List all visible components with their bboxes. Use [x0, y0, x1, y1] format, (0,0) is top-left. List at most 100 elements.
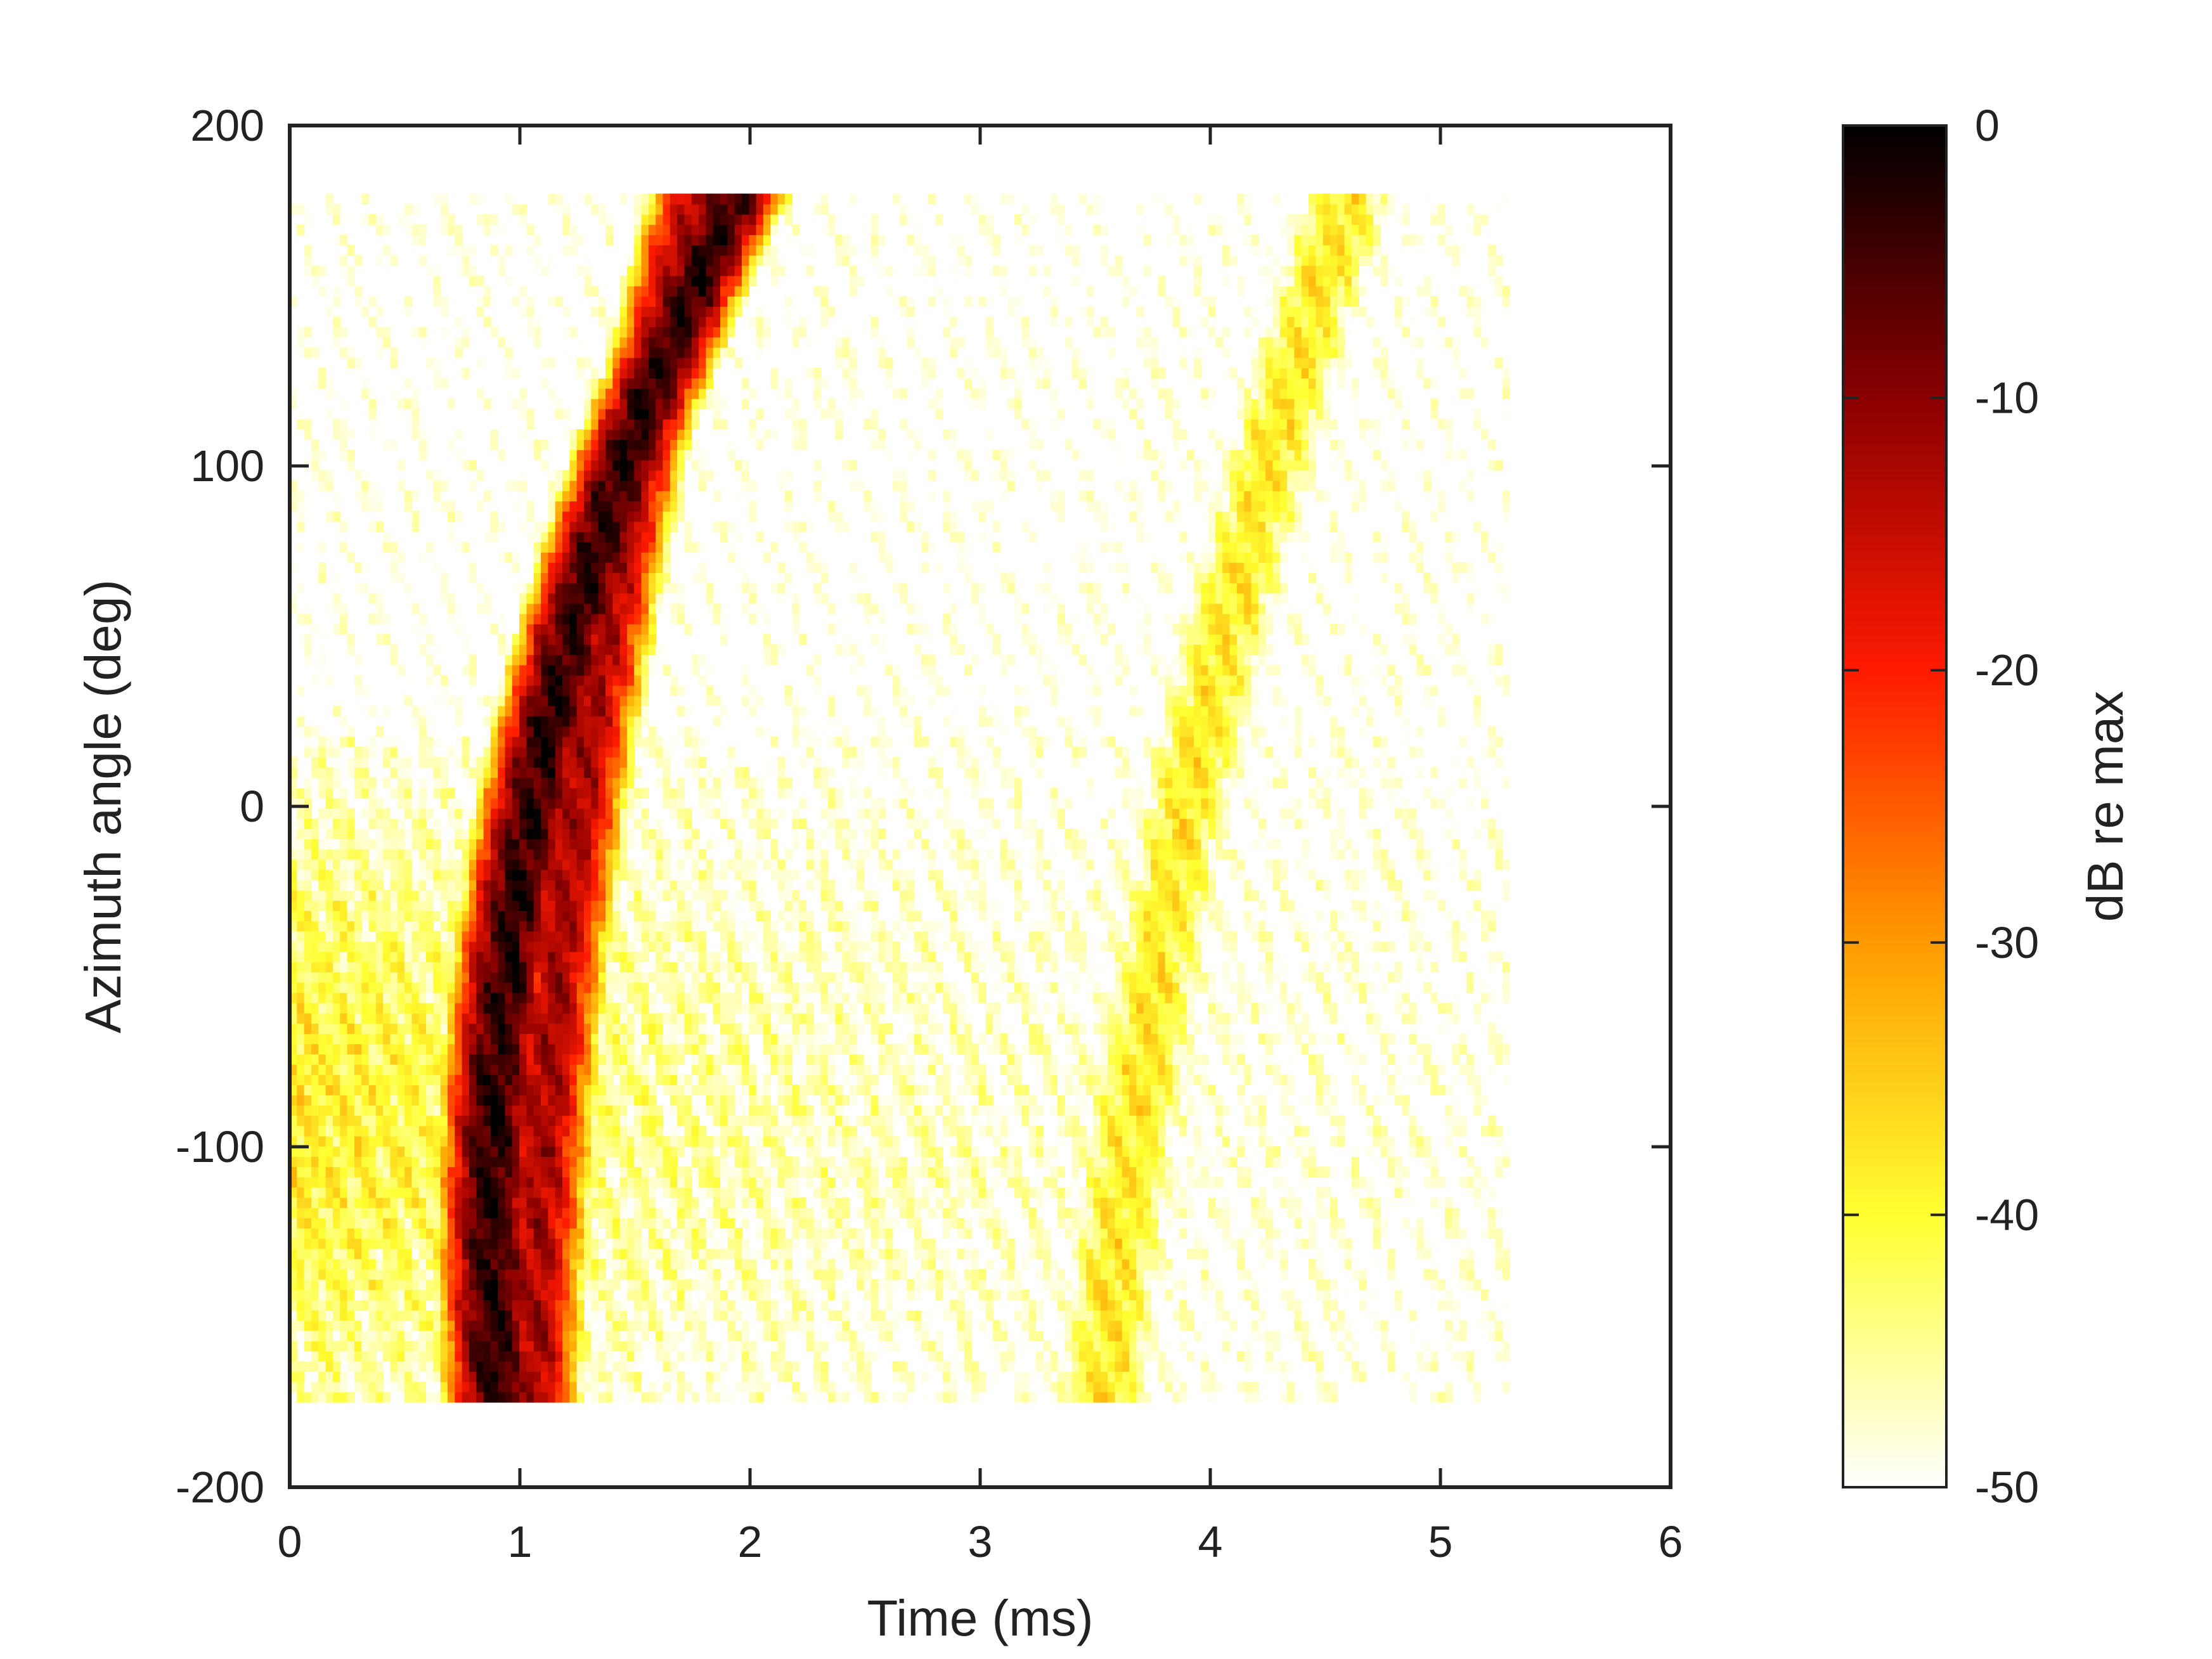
- heatmap-cell: [1064, 1340, 1073, 1352]
- heatmap-cell: [562, 1054, 571, 1065]
- heatmap-cell: [857, 1135, 865, 1147]
- heatmap-cell: [505, 1187, 513, 1198]
- heatmap-cell: [1193, 1228, 1201, 1239]
- heatmap-cell: [1115, 1361, 1123, 1372]
- heatmap-cell: [857, 1310, 865, 1321]
- heatmap-cell: [1502, 1340, 1510, 1352]
- heatmap-cell: [548, 992, 556, 1004]
- heatmap-cell: [870, 1166, 879, 1178]
- heatmap-cell: [849, 1095, 857, 1106]
- heatmap-cell: [605, 1391, 614, 1403]
- heatmap-cell: [1143, 1279, 1151, 1290]
- heatmap-cell: [612, 1248, 621, 1260]
- heatmap-cell: [354, 1166, 362, 1178]
- heatmap-cell: [1351, 1054, 1359, 1065]
- heatmap-cell: [770, 982, 779, 993]
- heatmap-cell: [598, 1177, 606, 1188]
- heatmap-cell: [1143, 1002, 1151, 1014]
- heatmap-cell: [985, 1197, 993, 1208]
- heatmap-cell: [870, 1289, 879, 1300]
- heatmap-cell: [806, 1084, 814, 1095]
- heatmap-cell: [1151, 1135, 1159, 1147]
- heatmap-cell: [555, 1146, 563, 1157]
- heatmap-cell: [569, 1258, 578, 1270]
- heatmap-cell: [1316, 1391, 1324, 1403]
- heatmap-cell: [1100, 1177, 1108, 1188]
- heatmap-cell: [1129, 1268, 1137, 1280]
- heatmap-cell: [641, 1279, 649, 1290]
- heatmap-cell: [857, 1361, 865, 1372]
- heatmap-cell: [892, 1002, 900, 1014]
- heatmap-cell: [1108, 1074, 1116, 1085]
- heatmap-cell: [663, 1074, 671, 1085]
- heatmap-cell: [368, 1084, 377, 1095]
- heatmap-cell: [669, 1268, 678, 1280]
- heatmap-cell: [784, 1054, 792, 1065]
- heatmap-cell: [691, 1218, 699, 1229]
- heatmap-cell: [318, 1320, 327, 1331]
- heatmap-cell: [1323, 1320, 1331, 1331]
- heatmap-cell: [942, 1371, 950, 1383]
- heatmap-cell: [1129, 1207, 1137, 1218]
- heatmap-cell: [1495, 1351, 1503, 1362]
- heatmap-cell: [1452, 1310, 1460, 1321]
- heatmap-cell: [1394, 1166, 1402, 1178]
- heatmap-cell: [576, 1033, 585, 1045]
- heatmap-cell: [469, 1258, 477, 1270]
- heatmap-cell: [756, 992, 764, 1004]
- heatmap-cell: [562, 1023, 571, 1034]
- heatmap-cell: [806, 1054, 814, 1065]
- heatmap-cell: [462, 1340, 470, 1352]
- heatmap-cell: [375, 982, 384, 993]
- heatmap-cell: [297, 1146, 305, 1157]
- heatmap-cell: [870, 1238, 879, 1249]
- heatmap-cell: [505, 1300, 513, 1311]
- heatmap-cell: [964, 1177, 972, 1188]
- heatmap-cell: [699, 1146, 707, 1157]
- heatmap-cell: [1071, 1268, 1080, 1280]
- heatmap-cell: [533, 1207, 541, 1218]
- heatmap-cell: [490, 1074, 498, 1085]
- heatmap-cell: [318, 1381, 327, 1393]
- heatmap-cell: [526, 1002, 534, 1014]
- heatmap-cell: [1258, 1218, 1266, 1229]
- heatmap-cell: [576, 1187, 585, 1198]
- heatmap-cell: [1158, 1115, 1166, 1126]
- heatmap-cell: [1043, 1033, 1051, 1045]
- heatmap-cell: [1179, 1084, 1187, 1095]
- heatmap-cell: [1229, 1012, 1238, 1024]
- heatmap-cell: [455, 992, 463, 1004]
- heatmap-cell: [619, 1166, 628, 1178]
- heatmap-cell: [397, 992, 405, 1004]
- heatmap-cell: [533, 1177, 541, 1188]
- heatmap-cell: [749, 1074, 757, 1085]
- heatmap-cell: [935, 1258, 943, 1270]
- heatmap-cell: [1258, 1187, 1266, 1198]
- heatmap-cell: [1064, 1310, 1073, 1321]
- heatmap-cell: [440, 992, 448, 1004]
- heatmap-cell: [1236, 1258, 1245, 1270]
- heatmap-cell: [1078, 1146, 1087, 1157]
- heatmap-cell: [1122, 1207, 1130, 1218]
- heatmap-cell: [1100, 992, 1108, 1004]
- heatmap-cell: [448, 1166, 456, 1178]
- heatmap-cell: [526, 1125, 534, 1137]
- heatmap-cell: [332, 1268, 340, 1280]
- heatmap-cell: [634, 1228, 642, 1239]
- heatmap-cell: [648, 1074, 656, 1085]
- heatmap-cell: [397, 1248, 405, 1260]
- heatmap-cell: [849, 1156, 857, 1167]
- heatmap-cell: [390, 1135, 398, 1147]
- heatmap-cell: [605, 1074, 614, 1085]
- heatmap-cell: [713, 1268, 721, 1280]
- heatmap-cell: [1502, 1146, 1510, 1157]
- heatmap-cell: [325, 1340, 333, 1352]
- heatmap-cell: [383, 1002, 391, 1014]
- heatmap-cell: [619, 1064, 628, 1075]
- heatmap-cell: [1409, 1105, 1417, 1116]
- heatmap-cell: [297, 1207, 305, 1218]
- heatmap-cell: [1251, 1320, 1259, 1331]
- heatmap-cell: [784, 1207, 792, 1218]
- heatmap-cell: [1172, 1074, 1180, 1085]
- heatmap-cell: [1071, 1340, 1080, 1352]
